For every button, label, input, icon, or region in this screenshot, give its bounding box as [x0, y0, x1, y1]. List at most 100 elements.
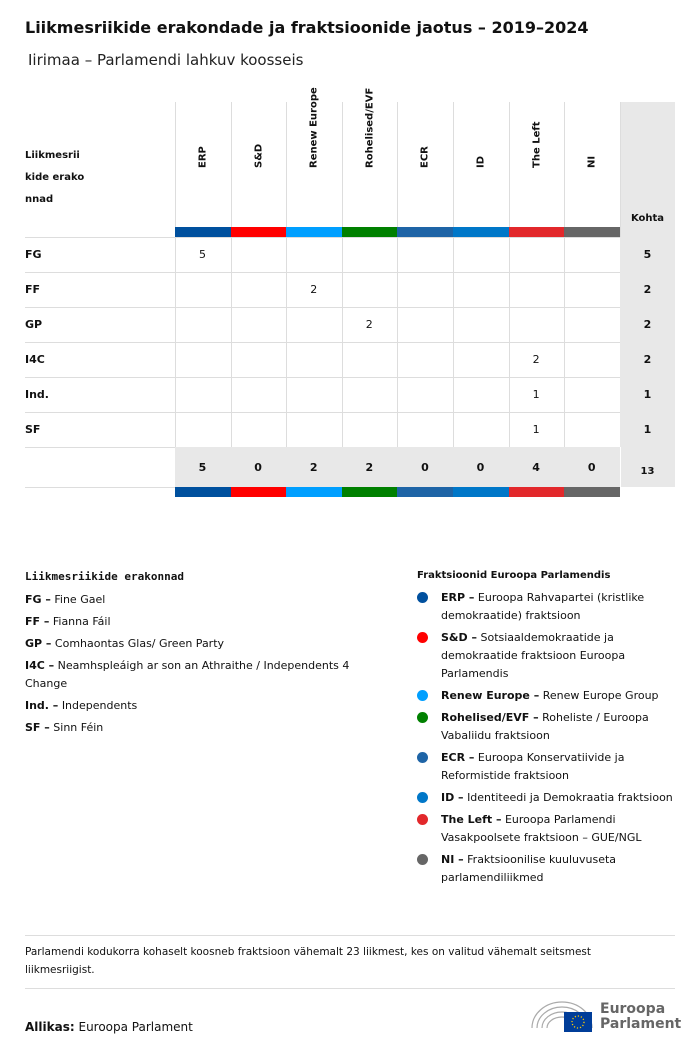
group-abbr: ERP –: [441, 591, 475, 604]
group-color-bar: [175, 227, 231, 237]
party-legend-item: FG – Fine Gael: [25, 591, 385, 609]
column-label: NI: [586, 155, 598, 168]
group-legend-item: The Left – Euroopa Parlamendi Vasakpools…: [417, 811, 675, 847]
column-header: The Left: [509, 102, 565, 227]
group-abbr: NI –: [441, 853, 464, 866]
logo-line2: Parlament: [600, 1016, 682, 1032]
row-divider: [25, 237, 675, 238]
total-cell-bg: [620, 237, 675, 272]
group-color-bar: [453, 487, 509, 497]
group-color-bar: [175, 487, 231, 497]
column-header: Renew Europe: [286, 87, 342, 227]
party-legend-title: Liikmesriikide erakonnad: [25, 570, 184, 583]
column-header: ECR: [397, 102, 453, 227]
group-abbr: Rohelised/EVF –: [441, 711, 539, 724]
group-color-dot-icon: [417, 592, 428, 603]
group-name: Identiteedi ja Demokraatia fraktsioon: [467, 791, 673, 804]
group-name: Renew Europe Group: [542, 689, 659, 702]
column-total: 2: [365, 461, 374, 474]
group-abbr: Renew Europe –: [441, 689, 540, 702]
group-color-bar: [230, 487, 287, 497]
party-legend-item: I4C – Neamhspleáigh ar son an Athraithe …: [25, 657, 385, 693]
group-color-bar: [230, 227, 287, 237]
column-total: 0: [476, 461, 485, 474]
column-divider: [564, 102, 566, 447]
column-divider: [175, 102, 176, 447]
column-total: 0: [254, 461, 262, 474]
group-color-dot-icon: [417, 792, 428, 803]
group-legend-item: ID – Identiteedi ja Demokraatia fraktsio…: [417, 789, 675, 807]
column-label: The Left: [531, 121, 543, 169]
column-header: ID: [453, 102, 509, 227]
column-header: S&D: [231, 102, 287, 227]
party-abbr: FG –: [25, 593, 51, 606]
row-total: 1: [643, 388, 652, 401]
source-label: Allikas:: [25, 1020, 75, 1034]
party-legend-item: FF – Fianna Fáil: [25, 613, 385, 631]
party-name: Comhaontas Glas/ Green Party: [54, 637, 225, 650]
column-total: 2: [309, 461, 318, 474]
row-divider: [25, 307, 675, 308]
group-legend-item: S&D – Sotsiaaldemokraatide ja demokraati…: [417, 629, 675, 683]
group-legend-item: NI – Fraktsioonilise kuuluvuseta parlame…: [417, 851, 675, 887]
group-color-bar: [397, 487, 453, 497]
party-legend-item: SF – Sinn Féin: [25, 719, 385, 737]
group-color-dot-icon: [417, 752, 428, 763]
group-legend-item: ECR – Euroopa Konservatiivide ja Reformi…: [417, 749, 675, 785]
group-legend-item: Renew Europe – Renew Europe Group: [417, 687, 675, 705]
row-label: FF: [25, 283, 41, 296]
party-abbr: Ind. –: [25, 699, 59, 712]
group-color-bar: [286, 227, 342, 237]
source-value: Euroopa Parlament: [78, 1020, 193, 1034]
total-cell-bg: [620, 342, 675, 377]
parliament-hemicycle-icon: [531, 1001, 593, 1032]
row-total: 5: [643, 248, 652, 261]
group-name: Roheliste / Euroopa Vabaliidu fraktsioon: [441, 711, 649, 742]
group-color-bar: [508, 487, 565, 497]
value-cell: 1: [532, 423, 540, 436]
row-label: Ind.: [25, 388, 49, 401]
group-color-bar: [397, 227, 453, 237]
group-color-dot-icon: [417, 690, 428, 701]
party-legend: Liikmesriikide erakonnad FG – Fine Gael F…: [25, 570, 385, 741]
group-color-dot-icon: [417, 814, 428, 825]
party-legend-item: GP – Comhaontas Glas/ Green Party: [25, 635, 385, 653]
page-title: Liikmesriikide erakondade ja fraktsiooni…: [25, 18, 589, 37]
row-label: GP: [25, 318, 43, 331]
group-name: Euroopa Rahvapartei (kristlike demokraat…: [441, 591, 645, 622]
party-abbr: GP –: [25, 637, 52, 650]
group-color-bar: [564, 487, 620, 497]
row-total: 2: [643, 318, 652, 331]
column-label: Rohelised/EVF: [364, 87, 376, 168]
group-color-dot-icon: [417, 712, 428, 723]
row-divider: [25, 412, 675, 413]
total-cell-bg: [620, 377, 675, 412]
row-total: 2: [643, 353, 652, 366]
group-name: Euroopa Parlamendi Vasakpoolsete fraktsi…: [441, 813, 642, 844]
group-abbr: ID –: [441, 791, 464, 804]
total-cell-bg: [620, 307, 675, 342]
value-cell: 2: [365, 318, 373, 331]
row-label: FG: [25, 248, 42, 261]
column-total: 0: [587, 461, 596, 474]
column-total: 4: [532, 461, 540, 474]
total-cell-bg: [620, 412, 675, 447]
row-divider: [25, 342, 675, 343]
group-abbr: ECR –: [441, 751, 475, 764]
value-cell: 2: [532, 353, 540, 366]
group-abbr: S&D –: [441, 631, 477, 644]
totals-row-bg: [175, 447, 675, 487]
party-abbr: SF –: [25, 721, 50, 734]
row-total: 1: [643, 423, 652, 436]
source: Allikas: Euroopa Parlament: [25, 1020, 193, 1034]
column-divider: [341, 102, 343, 447]
total-header-bg: [620, 102, 675, 237]
group-legend-item: ERP – Euroopa Rahvapartei (kristlike dem…: [417, 589, 675, 625]
divider: [25, 935, 675, 936]
party-name: Neamhspleáigh ar son an Athraithe / Inde…: [25, 659, 350, 690]
row-header: Liikmesriikide erakonnad: [25, 150, 85, 205]
group-color-bar: [341, 227, 398, 237]
group-color-bar: [564, 227, 620, 237]
row-divider: [25, 487, 175, 488]
